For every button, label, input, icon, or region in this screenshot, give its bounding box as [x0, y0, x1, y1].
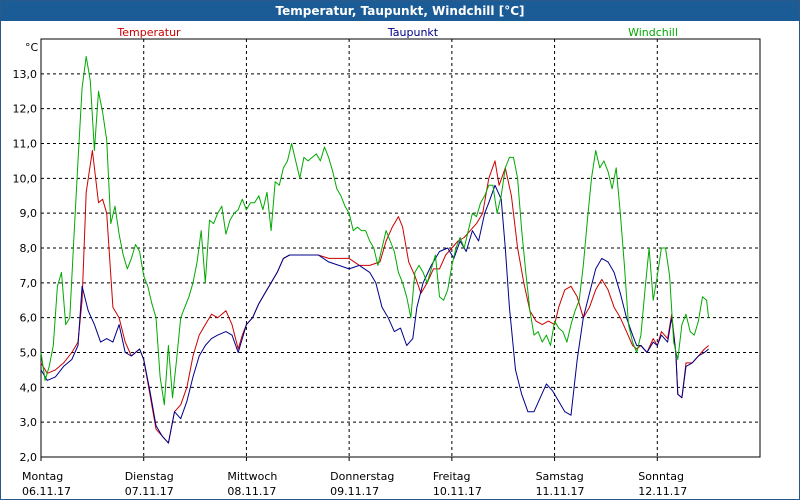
y-tick-label: 4,0 — [20, 381, 38, 394]
x-tick-day: Montag — [22, 470, 63, 483]
y-tick-label: 9,0 — [20, 207, 38, 220]
x-tick-date: 10.11.17 — [433, 485, 482, 498]
series-line-taupunkt — [40, 184, 709, 444]
x-tick-day: Sonntag — [638, 470, 684, 483]
grid-lines — [41, 39, 760, 457]
y-tick-label: 13,0 — [13, 68, 38, 81]
y-tick-label: 2,0 — [20, 451, 38, 464]
y-tick-label: 8,0 — [20, 242, 38, 255]
x-tick-date: 09.11.17 — [330, 485, 379, 498]
y-tick-label: 11,0 — [13, 138, 38, 151]
y-tick-label: 7,0 — [20, 277, 38, 290]
x-tick-day: Freitag — [433, 470, 471, 483]
x-tick-date: 08.11.17 — [227, 485, 276, 498]
y-axis-unit: °C — [25, 41, 39, 54]
y-tick-label: 10,0 — [13, 172, 38, 185]
legend-item-taupunkt: Taupunkt — [387, 26, 439, 39]
x-tick-day: Mittwoch — [227, 470, 277, 483]
y-tick-label: 12,0 — [13, 103, 38, 116]
x-tick-day: Donnerstag — [330, 470, 394, 483]
legend-item-temperatur: Temperatur — [116, 26, 181, 39]
series-group — [40, 55, 710, 444]
y-axis: °C 2,0 3,0 4,0 5,0 6,0 7,0 8,0 9,0 10,0 11,0 12,0 13… — [13, 41, 39, 464]
series-line-windchill — [40, 55, 710, 406]
x-tick-date: 11.11.17 — [536, 485, 585, 498]
x-tick-day: Dienstag — [125, 470, 174, 483]
plot-area — [40, 38, 761, 458]
x-axis: Montag 06.11.17 Dienstag 07.11.17 Mittwoch 08… — [22, 457, 687, 498]
chart-title: Temperatur, Taupunkt, Windchill [°C] — [1, 1, 799, 21]
y-tick-label: 6,0 — [20, 312, 38, 325]
legend: Temperatur Taupunkt Windchill — [116, 26, 678, 39]
legend-item-windchill: Windchill — [628, 26, 678, 39]
x-tick-day: Samstag — [536, 470, 584, 483]
x-tick-date: 12.11.17 — [638, 485, 687, 498]
y-tick-label: 3,0 — [20, 416, 38, 429]
y-tick-label: 5,0 — [20, 347, 38, 360]
x-tick-date: 06.11.17 — [22, 485, 71, 498]
x-tick-date: 07.11.17 — [125, 485, 174, 498]
